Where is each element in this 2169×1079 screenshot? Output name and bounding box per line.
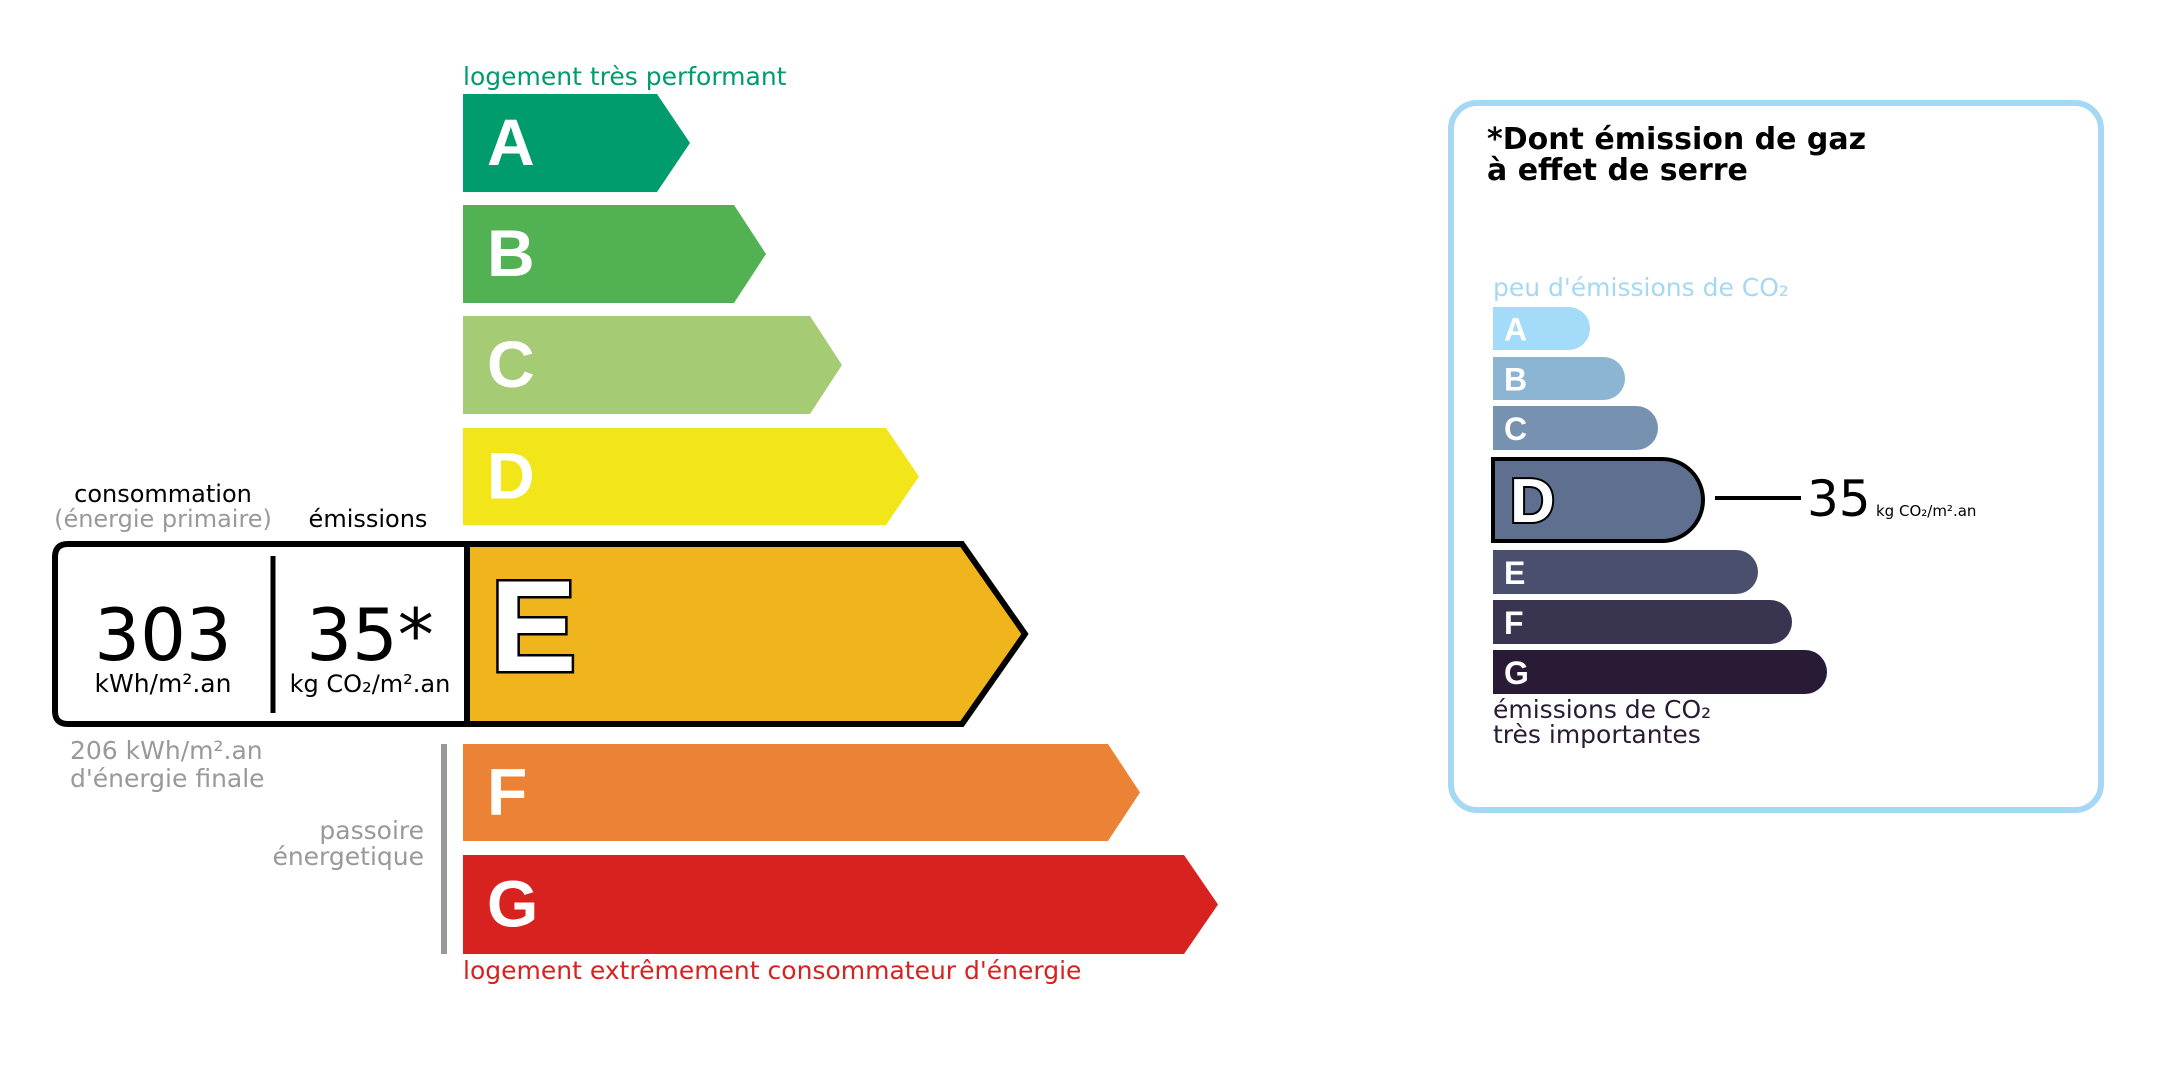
energy-bottom-label: logement extrêmement consommateur d'éner… — [463, 956, 1081, 985]
energy-bar — [463, 855, 1218, 954]
energy-class-b: B — [463, 205, 766, 303]
ges-class-letter: F — [1504, 605, 1524, 641]
ges-value: 35 — [1807, 470, 1871, 528]
emissions-unit: kg CO₂/m².an — [290, 670, 451, 698]
ges-title-line1: *Dont émission de gaz — [1487, 122, 1866, 157]
ges-bar — [1493, 357, 1625, 400]
ges-class-letter: G — [1504, 655, 1529, 691]
energy-class-d: D — [463, 428, 919, 525]
ges-top-label: peu d'émissions de CO₂ — [1493, 273, 1789, 302]
ges-bar — [1493, 307, 1590, 350]
consumption-sublabel: (énergie primaire) — [54, 505, 272, 533]
emissions-value: 35* — [306, 593, 434, 677]
energy-class-g: G — [463, 855, 1218, 954]
energy-bar — [463, 316, 842, 414]
passoire-line2: énergetique — [272, 842, 424, 871]
energy-class-letter: D — [487, 439, 535, 513]
ges-unit: kg CO₂/m².an — [1876, 502, 1976, 520]
ges-class-letter: B — [1504, 362, 1527, 398]
energy-bar — [463, 205, 766, 303]
final-energy-label: d'énergie finale — [70, 764, 265, 793]
emissions-label: émissions — [309, 505, 428, 533]
energy-bar — [463, 428, 919, 525]
ges-class-c: C — [1493, 406, 1658, 450]
consumption-value: 303 — [94, 593, 231, 677]
ges-bar — [1493, 650, 1827, 694]
ges-class-letter: D — [1510, 467, 1555, 536]
ges-class-e: E — [1493, 550, 1758, 594]
energy-class-letter: B — [487, 216, 535, 290]
energy-class-e: E — [464, 541, 1029, 727]
energy-class-a: A — [463, 94, 690, 192]
ges-class-d: D — [1491, 457, 1705, 543]
energy-class-letter: G — [487, 867, 538, 941]
ges-bar — [1493, 550, 1758, 594]
passoire-line1: passoire — [319, 816, 424, 845]
energy-bar — [463, 744, 1140, 841]
energy-class-letter: A — [487, 105, 535, 179]
ges-class-f: F — [1493, 600, 1792, 644]
ges-bar — [1493, 406, 1658, 450]
energy-class-letter: C — [487, 327, 535, 401]
consumption-unit: kWh/m².an — [95, 669, 232, 698]
energy-class-letter: F — [487, 755, 527, 829]
values-box — [52, 541, 470, 727]
ges-class-a: A — [1493, 307, 1590, 350]
consumption-label: consommation — [74, 480, 252, 508]
ges-bar — [1491, 457, 1705, 543]
energy-class-c: C — [463, 316, 842, 414]
ges-bar — [1493, 600, 1792, 644]
ges-class-letter: E — [1504, 555, 1525, 591]
energy-bar — [463, 94, 690, 192]
final-energy-value: 206 kWh/m².an — [70, 736, 263, 765]
ges-class-b: B — [1493, 357, 1625, 400]
ges-bottom-line2: très importantes — [1493, 720, 1701, 749]
ges-bottom-line1: émissions de CO₂ — [1493, 695, 1711, 724]
energy-top-label: logement très performant — [463, 62, 787, 91]
ges-class-g: G — [1493, 650, 1827, 694]
ges-title-line2: à effet de serre — [1487, 153, 1748, 188]
ges-class-letter: A — [1504, 312, 1527, 348]
energy-class-f: F — [463, 744, 1140, 841]
ges-class-letter: C — [1504, 411, 1527, 447]
energy-class-letter: E — [490, 553, 577, 699]
